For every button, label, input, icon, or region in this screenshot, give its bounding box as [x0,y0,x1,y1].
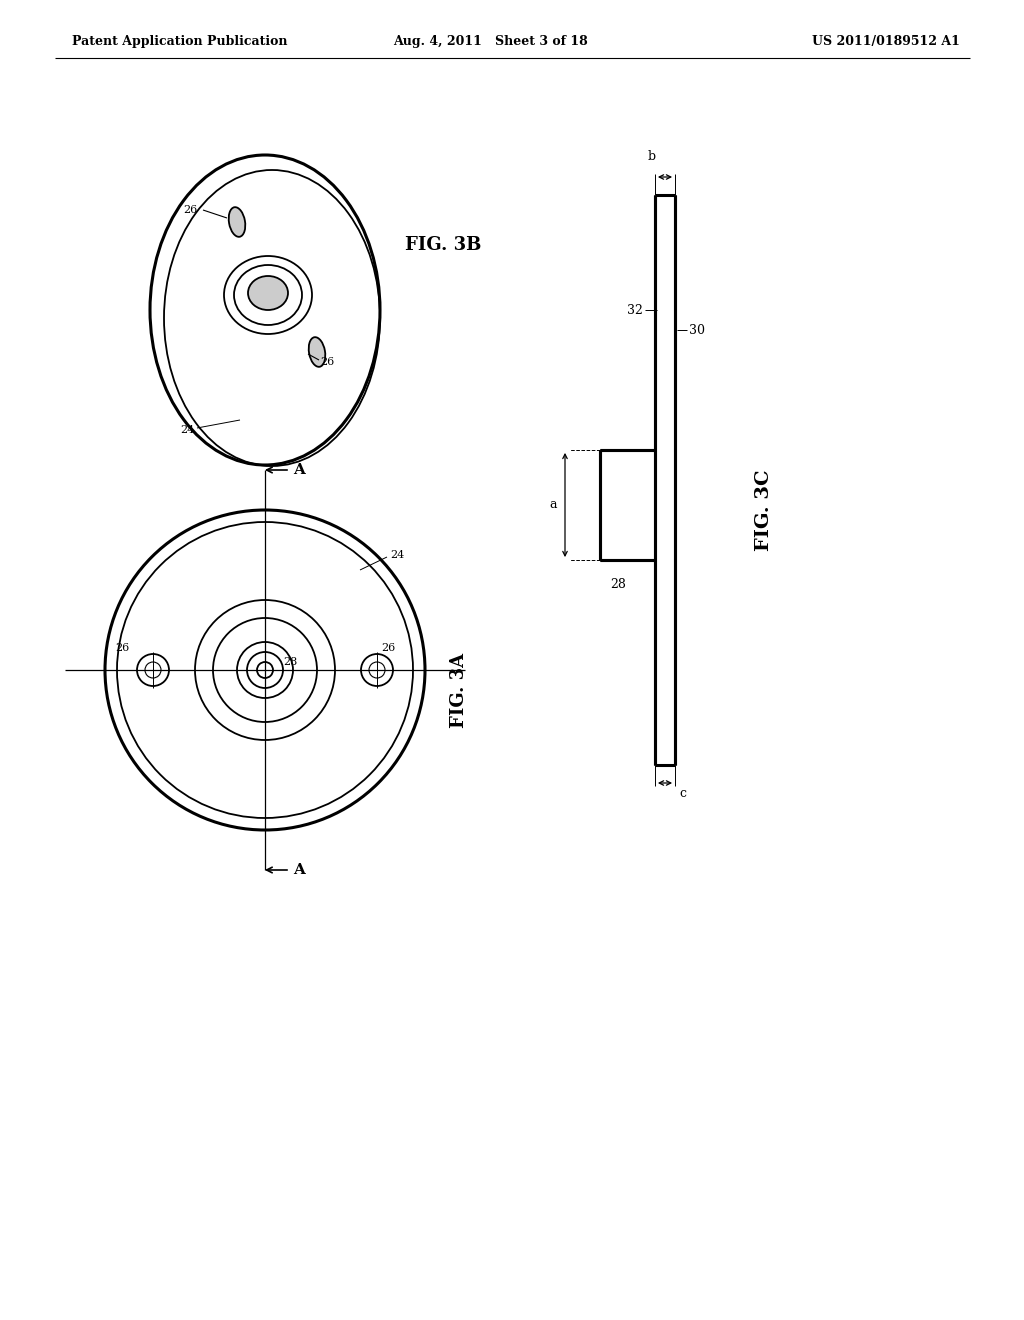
Ellipse shape [308,337,326,367]
Text: FIG. 3C: FIG. 3C [755,469,773,550]
Text: 24: 24 [180,425,195,436]
Text: 24: 24 [390,550,404,560]
Text: FIG. 3B: FIG. 3B [406,236,481,253]
Text: 26: 26 [182,205,197,215]
Text: 26: 26 [115,643,129,653]
Text: 30: 30 [689,323,705,337]
Bar [655,195,675,766]
Bar [600,450,655,560]
Text: 32: 32 [627,304,643,317]
Text: b: b [648,150,656,162]
Ellipse shape [228,207,246,236]
Ellipse shape [248,276,288,310]
Text: 26: 26 [381,643,395,653]
Text: Aug. 4, 2011   Sheet 3 of 18: Aug. 4, 2011 Sheet 3 of 18 [392,36,588,49]
Text: a: a [550,499,557,511]
Text: c: c [679,787,686,800]
Text: 28: 28 [610,578,626,591]
Text: FIG. 3A: FIG. 3A [450,652,468,727]
Text: 26: 26 [319,356,334,367]
Text: A: A [293,863,305,876]
Text: US 2011/0189512 A1: US 2011/0189512 A1 [812,36,961,49]
Text: Patent Application Publication: Patent Application Publication [72,36,288,49]
Text: 28: 28 [283,657,297,667]
Text: A: A [293,463,305,477]
